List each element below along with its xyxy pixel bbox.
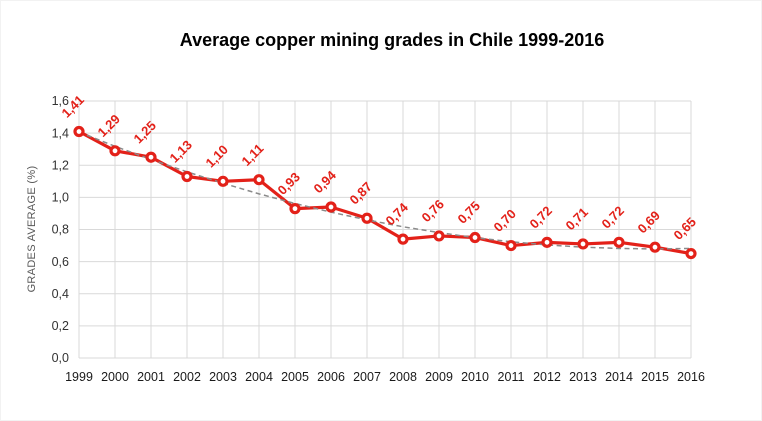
data-point-label: 0,87 bbox=[347, 179, 376, 208]
data-point-label: 1,11 bbox=[239, 141, 267, 169]
data-point-marker bbox=[433, 230, 445, 242]
y-tick-label: 0,4 bbox=[52, 287, 69, 301]
x-tick-label: 2002 bbox=[173, 370, 201, 384]
data-point-marker bbox=[289, 203, 301, 215]
y-tick-label: 0,2 bbox=[52, 319, 69, 333]
x-tick-label: 2016 bbox=[677, 370, 705, 384]
data-point-marker bbox=[541, 236, 553, 248]
series-line bbox=[77, 129, 693, 256]
data-point-label: 0,94 bbox=[311, 167, 340, 196]
data-point-label: 0,69 bbox=[635, 208, 664, 237]
x-tick-label: 2001 bbox=[137, 370, 165, 384]
data-point-marker bbox=[73, 125, 85, 138]
data-point-label: 0,70 bbox=[491, 206, 520, 235]
x-axis-tick-labels: 1999 2000 2001 2002 2003 2004 2005 2006 2007 2008… bbox=[65, 370, 705, 384]
data-point-labels: 1,411,29 1,251,13 1,10 1,110,93 0,94 0,870,74… bbox=[59, 92, 700, 243]
x-tick-label: 1999 bbox=[65, 370, 93, 384]
data-point-marker bbox=[145, 151, 157, 163]
x-tick-label: 2014 bbox=[605, 370, 633, 384]
data-point-label: 0,93 bbox=[275, 169, 304, 198]
data-point-label: 1,13 bbox=[167, 137, 196, 166]
data-point-label: 0,65 bbox=[671, 214, 700, 243]
data-point-label: 0,72 bbox=[527, 203, 556, 232]
x-tick-label: 2015 bbox=[641, 370, 669, 384]
data-point-label: 0,72 bbox=[599, 203, 628, 232]
y-tick-label: 0,8 bbox=[52, 223, 69, 237]
x-tick-label: 2010 bbox=[461, 370, 489, 384]
y-axis-tick-labels: 0,0 0,2 0,4 0,6 0,8 1,0 1,2 1,4 1,6 bbox=[52, 94, 69, 365]
data-point-marker bbox=[685, 247, 697, 260]
data-point-label: 0,75 bbox=[455, 198, 484, 227]
data-point-marker bbox=[505, 239, 517, 252]
data-point-marker bbox=[397, 233, 409, 245]
data-point-marker bbox=[217, 175, 229, 187]
gridlines bbox=[78, 100, 692, 359]
x-tick-label: 2013 bbox=[569, 370, 597, 384]
y-tick-label: 0,0 bbox=[52, 351, 69, 365]
data-point-label: 0,76 bbox=[419, 197, 448, 226]
y-tick-label: 1,2 bbox=[52, 158, 69, 172]
x-tick-label: 2006 bbox=[317, 370, 345, 384]
data-point-marker bbox=[109, 145, 121, 157]
data-point-label: 0,74 bbox=[383, 199, 412, 228]
x-tick-label: 2000 bbox=[101, 370, 129, 384]
data-point-marker bbox=[577, 238, 589, 250]
x-tick-label: 2008 bbox=[389, 370, 417, 384]
series-polyline bbox=[77, 129, 693, 256]
data-point-marker bbox=[613, 236, 625, 248]
data-point-marker bbox=[253, 174, 265, 186]
data-point-label: 1,29 bbox=[95, 111, 124, 140]
y-tick-label: 1,4 bbox=[52, 126, 69, 140]
x-tick-label: 2011 bbox=[498, 370, 525, 384]
data-point-label: 1,10 bbox=[203, 142, 232, 171]
x-tick-label: 2004 bbox=[245, 370, 273, 384]
x-tick-label: 2007 bbox=[353, 370, 381, 384]
x-tick-label: 2005 bbox=[281, 370, 309, 384]
data-point-markers bbox=[73, 125, 697, 260]
data-point-label: 0,71 bbox=[563, 205, 592, 234]
x-tick-label: 2009 bbox=[425, 370, 453, 384]
x-tick-label: 2012 bbox=[533, 370, 561, 384]
chart-title: Average copper mining grades in Chile 19… bbox=[179, 30, 605, 50]
data-point-marker bbox=[649, 241, 661, 253]
data-point-marker bbox=[469, 231, 481, 244]
x-tick-label: 2003 bbox=[209, 370, 237, 384]
y-tick-label: 1,6 bbox=[52, 94, 69, 108]
data-point-marker bbox=[325, 201, 337, 213]
data-point-marker bbox=[181, 170, 193, 183]
y-tick-label: 0,6 bbox=[52, 255, 69, 269]
data-point-label: 1,25 bbox=[131, 118, 160, 147]
y-tick-label: 1,0 bbox=[52, 191, 69, 205]
data-point-marker bbox=[361, 212, 373, 224]
